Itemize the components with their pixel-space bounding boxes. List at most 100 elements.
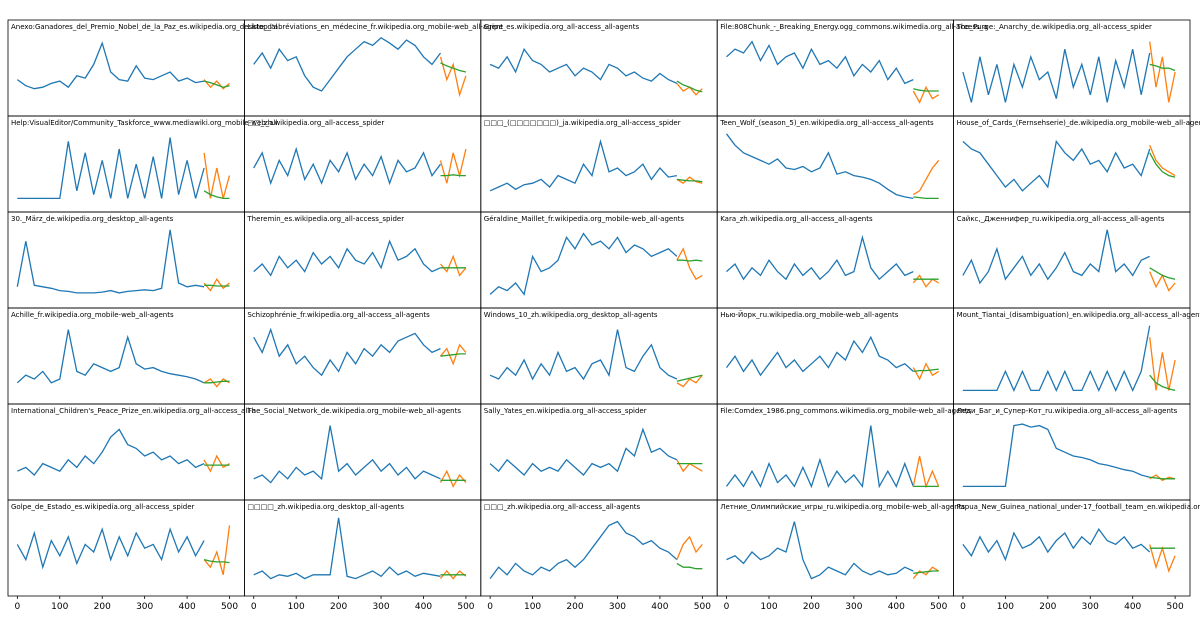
subplot-title: File:Comdex_1986.png_commons.wikimedia.o… [720, 407, 971, 415]
series-line [253, 146, 442, 186]
plot-frame [243, 19, 482, 117]
x-tick-label: 100 [51, 602, 68, 612]
series-line [912, 85, 940, 104]
subplot: File:808Chunk_-_Breaking_Energy.ogg_comm… [716, 19, 987, 117]
series-line [676, 247, 703, 281]
subplot-title: Liste_d'abréviations_en_médecine_fr.wiki… [247, 23, 503, 31]
series-line [253, 425, 441, 484]
subplot-title: 30._März_de.wikipedia.org_desktop_all-ag… [11, 215, 174, 223]
subplot-title: Sally_Yates_en.wikipedia.org_all-access_… [484, 407, 647, 415]
x-tick-label: 500 [1167, 602, 1184, 612]
subplot-title: Achille_fr.wikipedia.org_mobile-web_all-… [11, 311, 174, 319]
x-tick-label: 500 [694, 602, 711, 612]
plot-frame [716, 403, 955, 501]
subplot: Нью-Йорк_ru.wikipedia.org_mobile-web_all… [716, 307, 955, 405]
series-line [203, 454, 230, 473]
subplot: Géraldine_Maillet_fr.wikipedia.org_mobil… [480, 211, 718, 309]
subplot: □□_zh.wikipedia.org_all-access_spider [243, 115, 482, 213]
series-line [439, 56, 467, 98]
x-tick-label: 200 [330, 602, 347, 612]
x-tick-label: 500 [221, 602, 238, 612]
series-line [1149, 474, 1176, 482]
series-line [1149, 337, 1176, 391]
series-line [253, 239, 441, 277]
subplot-title: Anexo:Ganadores_del_Premio_Nobel_de_la_P… [11, 23, 277, 31]
plot-frame [716, 19, 955, 117]
series-line [913, 196, 939, 200]
series-line [17, 137, 205, 200]
subplot: Леди_Баг_и_Супер-Кот_ru.wikipedia.org_al… [953, 403, 1191, 501]
subplot-title: Teen_Wolf_(season_5)_en.wikipedia.org_al… [719, 119, 934, 127]
series-line [203, 79, 230, 90]
x-tick-label: 500 [457, 602, 474, 612]
plot-frame [7, 403, 245, 501]
subplot: File:Comdex_1986.png_commons.wikimedia.o… [716, 403, 972, 501]
series-line [17, 428, 205, 476]
series-line [489, 329, 678, 381]
subplot: Gripe_es.wikipedia.org_all-access_all-ag… [480, 19, 718, 117]
series-line [676, 176, 703, 185]
subplot: Help:VisualEditor/Community_Taskforce_ww… [7, 115, 277, 213]
x-tick-label: 300 [845, 602, 862, 612]
x-tick-label: 200 [1039, 602, 1056, 612]
series-line [725, 425, 914, 489]
subplot-title: Papua_New_Guinea_national_under-17_footb… [957, 503, 1200, 511]
subplot: □□□_zh.wikipedia.org_all-access_all-agen… [480, 499, 718, 612]
series-line [962, 49, 1151, 103]
series-line [16, 41, 205, 90]
plot-frame [953, 499, 1191, 597]
subplot: Mount_Tiantai_(disambiguation)_en.wikipe… [953, 307, 1200, 405]
series-line [253, 517, 441, 580]
subplot: Papua_New_Guinea_national_under-17_footb… [953, 499, 1200, 612]
series-line [676, 178, 703, 183]
subplot: Anexo:Ganadores_del_Premio_Nobel_de_la_P… [7, 19, 277, 117]
series-line [913, 570, 939, 574]
subplot: Liste_d'abréviations_en_médecine_fr.wiki… [243, 19, 503, 117]
series-line [676, 562, 703, 570]
subplot: Windows_10_zh.wikipedia.org_desktop_all-… [480, 307, 718, 405]
series-line [676, 459, 703, 473]
series-line [676, 374, 703, 382]
subplot-title: File:808Chunk_-_Breaking_Energy.ogg_comm… [720, 23, 987, 31]
series-line [962, 528, 1151, 562]
x-tick-label: 100 [288, 602, 305, 612]
series-line [204, 284, 230, 287]
series-line [253, 36, 442, 92]
x-tick-label: 200 [94, 602, 111, 612]
x-tick-label: 300 [609, 602, 626, 612]
subplot-title: Mount_Tiantai_(disambiguation)_en.wikipe… [957, 311, 1200, 319]
plot-frame [7, 307, 245, 405]
series-line [489, 47, 678, 84]
x-tick-label: 0 [487, 602, 493, 612]
series-line [439, 569, 467, 580]
subplot: Schizophrénie_fr.wikipedia.org_all-acces… [243, 307, 482, 405]
plot-frame [243, 499, 482, 597]
plot-frame [953, 19, 1191, 117]
subplot: Golpe_de_Estado_es.wikipedia.org_all-acc… [7, 499, 245, 612]
series-line [912, 362, 940, 381]
plot-frame [7, 499, 245, 597]
plot-frame [953, 307, 1191, 405]
series-line [676, 535, 703, 560]
plot-frame [716, 499, 955, 597]
series-line [962, 423, 1150, 488]
series-line [676, 259, 703, 262]
plot-frame [7, 115, 245, 213]
x-tick-label: 400 [179, 602, 196, 612]
series-line [489, 520, 678, 579]
subplot: The_Purge:_Anarchy_de.wikipedia.org_all-… [953, 19, 1191, 117]
subplot: 30._März_de.wikipedia.org_desktop_all-ag… [7, 211, 245, 309]
series-line [439, 343, 467, 366]
series-line [725, 133, 914, 200]
plot-frame [480, 403, 718, 501]
series-line [440, 174, 466, 177]
series-line [1149, 63, 1176, 72]
x-tick-label: 0 [960, 602, 966, 612]
subplot-title: Сайкс,_Дженнифер_ru.wikipedia.org_all-ac… [957, 215, 1165, 223]
subplot: □□□_(□□□□□□□)_ja.wikipedia.org_all-acces… [480, 115, 718, 213]
series-line [913, 88, 939, 92]
series-line [912, 274, 940, 288]
plot-frame [243, 403, 482, 501]
series-line [253, 327, 441, 377]
subplot-title: □□_zh.wikipedia.org_all-access_spider [247, 119, 384, 127]
